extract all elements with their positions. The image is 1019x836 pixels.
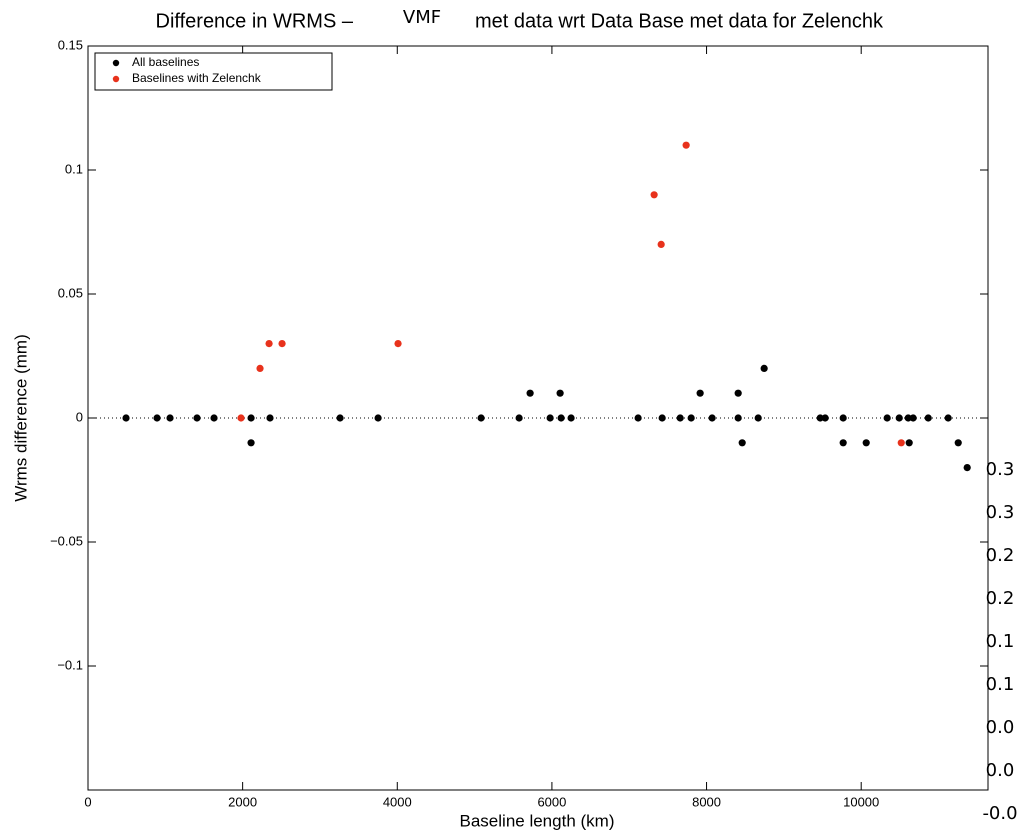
data-point <box>336 414 344 422</box>
side-label: 0.2 <box>986 588 1015 609</box>
data-point <box>477 414 485 422</box>
data-point <box>963 464 971 472</box>
legend-marker <box>112 75 120 83</box>
y-tick-label: 0 <box>76 409 83 424</box>
side-label: 0.0 <box>986 717 1015 738</box>
side-label: 0.2 <box>986 545 1015 566</box>
x-axis-label: Baseline length (km) <box>460 811 615 830</box>
legend-box <box>94 52 333 91</box>
data-point <box>210 414 218 422</box>
data-point <box>909 414 917 422</box>
side-label: 0.0 <box>986 760 1015 781</box>
data-point <box>954 439 962 447</box>
data-point <box>166 414 174 422</box>
data-point <box>658 414 666 422</box>
data-point <box>905 439 913 447</box>
data-point <box>634 414 642 422</box>
data-point <box>734 414 742 422</box>
y-tick-label: 0.05 <box>58 285 83 300</box>
data-point <box>676 414 684 422</box>
data-point <box>256 364 264 372</box>
data-point <box>650 191 658 199</box>
data-point <box>247 439 255 447</box>
data-point <box>821 414 829 422</box>
data-point <box>394 340 402 348</box>
data-point <box>657 240 665 248</box>
side-label: 0.1 <box>986 631 1015 652</box>
side-label: 0.1 <box>986 674 1015 695</box>
data-point <box>816 414 824 422</box>
chart-title: Difference in WRMS – <box>156 10 354 32</box>
data-point <box>374 414 382 422</box>
x-tick-label: 2000 <box>228 794 257 809</box>
side-label: 0.3 <box>986 459 1015 480</box>
data-point <box>122 414 130 422</box>
data-point <box>546 414 554 422</box>
y-axis-label: Wrms difference (mm) <box>11 334 30 502</box>
x-tick-label: 8000 <box>692 794 721 809</box>
data-point <box>265 340 273 348</box>
data-point <box>708 414 716 422</box>
data-point <box>895 414 903 422</box>
legend-label: Baselines with Zelenchk <box>132 71 262 85</box>
data-point <box>924 414 932 422</box>
data-point <box>557 414 565 422</box>
x-tick-label: 0 <box>84 794 91 809</box>
data-point <box>153 414 161 422</box>
data-point <box>734 389 742 397</box>
data-point <box>193 414 201 422</box>
y-tick-label: −0.05 <box>50 533 83 548</box>
y-tick-label: −0.1 <box>57 657 83 672</box>
data-point <box>237 414 245 422</box>
side-label: 0.3 <box>986 502 1015 523</box>
data-point <box>567 414 575 422</box>
data-point <box>247 414 255 422</box>
data-point <box>754 414 762 422</box>
side-label: -0.0 <box>982 803 1017 824</box>
data-point <box>738 439 746 447</box>
data-point <box>696 389 704 397</box>
data-point <box>883 414 891 422</box>
data-point <box>839 439 847 447</box>
data-point <box>526 389 534 397</box>
data-point <box>687 414 695 422</box>
x-tick-label: 10000 <box>843 794 879 809</box>
title-overlay: VMF <box>403 7 441 28</box>
data-point <box>278 340 286 348</box>
x-tick-label: 4000 <box>383 794 412 809</box>
data-point <box>682 141 690 149</box>
title-gap <box>452 4 470 34</box>
legend-label: All baselines <box>132 55 199 69</box>
data-point <box>862 439 870 447</box>
chart-title: met data wrt Data Base met data for Zele… <box>475 10 884 32</box>
data-point <box>839 414 847 422</box>
data-point <box>556 389 564 397</box>
data-point <box>944 414 952 422</box>
data-point <box>760 364 768 372</box>
y-tick-label: 0.15 <box>58 37 83 52</box>
legend-marker <box>112 59 120 67</box>
data-point <box>515 414 523 422</box>
x-tick-label: 6000 <box>537 794 566 809</box>
data-point <box>897 439 905 447</box>
data-point <box>266 414 274 422</box>
y-tick-label: 0.1 <box>65 161 83 176</box>
data-point <box>904 414 912 422</box>
